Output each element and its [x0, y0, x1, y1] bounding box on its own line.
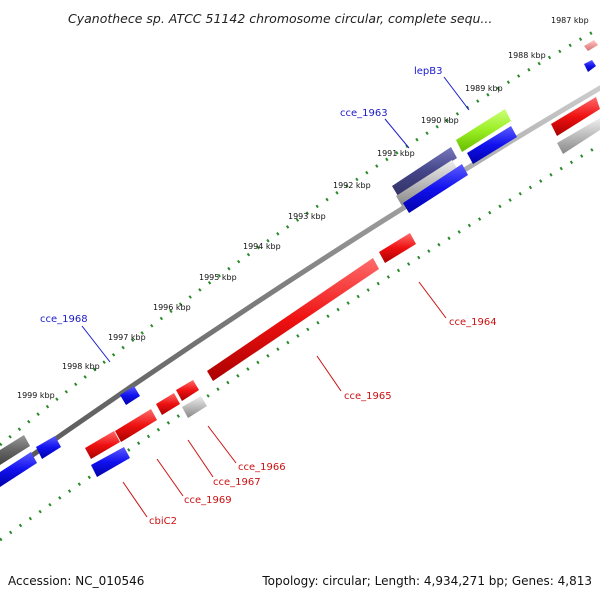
- gene-dark-left[interactable]: [0, 435, 30, 465]
- gene-labels: lepB3 cce_1963 cce_1968 cce_1964 cce_196…: [40, 66, 497, 527]
- gene-cbiC2[interactable]: [91, 447, 130, 477]
- tick-label-1992: 1992 kbp: [333, 181, 371, 190]
- leader-cce-1969: [156, 458, 184, 497]
- genes: [0, 40, 600, 487]
- leader-cce-1964: [418, 281, 447, 319]
- tick-label-1991: 1991 kbp: [377, 149, 415, 158]
- label-cce-1966[interactable]: cce_1966: [238, 462, 286, 473]
- label-cce-1967[interactable]: cce_1967: [213, 477, 261, 488]
- label-cce-1963[interactable]: cce_1963: [340, 108, 388, 119]
- gene-gray-top-right[interactable]: [557, 118, 600, 154]
- gene-red-left-2[interactable]: [85, 431, 120, 459]
- leader-lepB3: [443, 76, 470, 111]
- label-lepB3[interactable]: lepB3: [414, 66, 443, 77]
- gene-lepB3[interactable]: [456, 109, 511, 152]
- map-title: Cyanothece sp. ATCC 51142 chromosome cir…: [68, 11, 492, 26]
- tick-label-1996: 1996 kbp: [153, 303, 191, 312]
- label-cce-1964[interactable]: cce_1964: [449, 317, 497, 328]
- gene-cce-1963[interactable]: [392, 147, 457, 196]
- inner-scale-ring: [0, 143, 600, 542]
- tick-label-1998: 1998 kbp: [62, 362, 100, 371]
- gene-blue-2[interactable]: [467, 126, 517, 164]
- topology-text: Topology: circular; Length: 4,934,271 bp…: [262, 574, 592, 588]
- leader-cce-1963: [384, 118, 410, 149]
- label-leaders: [81, 76, 470, 518]
- leader-cce-1968: [81, 325, 111, 363]
- gene-blue-1[interactable]: [403, 164, 468, 213]
- tick-label-1997: 1997 kbp: [108, 333, 146, 342]
- gene-cce-1968[interactable]: [120, 386, 140, 405]
- gene-blue-small-top[interactable]: [584, 60, 596, 72]
- scale-tick-labels: 1987 kbp 1988 kbp 1989 kbp 1990 kbp 1991…: [17, 16, 589, 400]
- tick-label-1990: 1990 kbp: [421, 116, 459, 125]
- tick-label-1987: 1987 kbp: [551, 16, 589, 25]
- leader-cbiC2: [122, 481, 148, 518]
- label-cce-1969[interactable]: cce_1969: [184, 495, 232, 506]
- gene-cce-1966[interactable]: [182, 396, 207, 418]
- gene-cce-1963-gray[interactable]: [396, 160, 458, 206]
- leader-cce-1965: [316, 355, 342, 392]
- label-cbiC2[interactable]: cbiC2: [149, 516, 177, 527]
- tick-label-1993: 1993 kbp: [288, 212, 326, 221]
- tick-label-1988: 1988 kbp: [508, 51, 546, 60]
- chromosome-backbone: [0, 85, 600, 481]
- leader-cce-1966: [207, 425, 237, 464]
- gene-cce-1969[interactable]: [156, 393, 180, 415]
- gene-red-top-right[interactable]: [551, 97, 600, 136]
- gene-blue-left-small[interactable]: [36, 436, 61, 459]
- outer-scale-ring: [0, 26, 600, 447]
- tick-label-1995: 1995 kbp: [199, 273, 237, 282]
- gene-cce-1965[interactable]: [207, 258, 379, 381]
- label-cce-1968[interactable]: cce_1968: [40, 314, 88, 325]
- label-cce-1965[interactable]: cce_1965: [344, 391, 392, 402]
- gene-cce-1967[interactable]: [176, 380, 199, 401]
- gene-pink[interactable]: [584, 40, 598, 51]
- leader-cce-1967: [187, 439, 214, 478]
- tick-label-1989: 1989 kbp: [465, 84, 503, 93]
- tick-label-1999: 1999 kbp: [17, 391, 55, 400]
- gene-cce-1964[interactable]: [379, 233, 416, 263]
- gene-blue-left-edge[interactable]: [0, 452, 37, 487]
- accession-text: Accession: NC_010546: [8, 574, 145, 588]
- gene-red-left-1[interactable]: [115, 409, 157, 442]
- tick-label-1994: 1994 kbp: [243, 242, 281, 251]
